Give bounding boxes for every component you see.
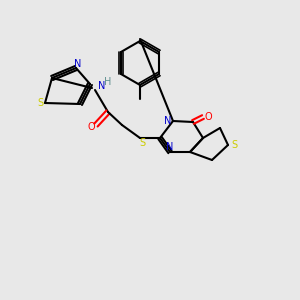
Text: N: N (164, 116, 172, 126)
Text: O: O (204, 112, 212, 122)
Text: H: H (104, 77, 112, 87)
Text: O: O (87, 122, 95, 132)
Text: N: N (74, 59, 82, 69)
Text: S: S (139, 138, 145, 148)
Text: N: N (98, 81, 105, 91)
Text: S: S (37, 98, 43, 108)
Text: N: N (166, 142, 174, 152)
Text: S: S (231, 140, 237, 150)
